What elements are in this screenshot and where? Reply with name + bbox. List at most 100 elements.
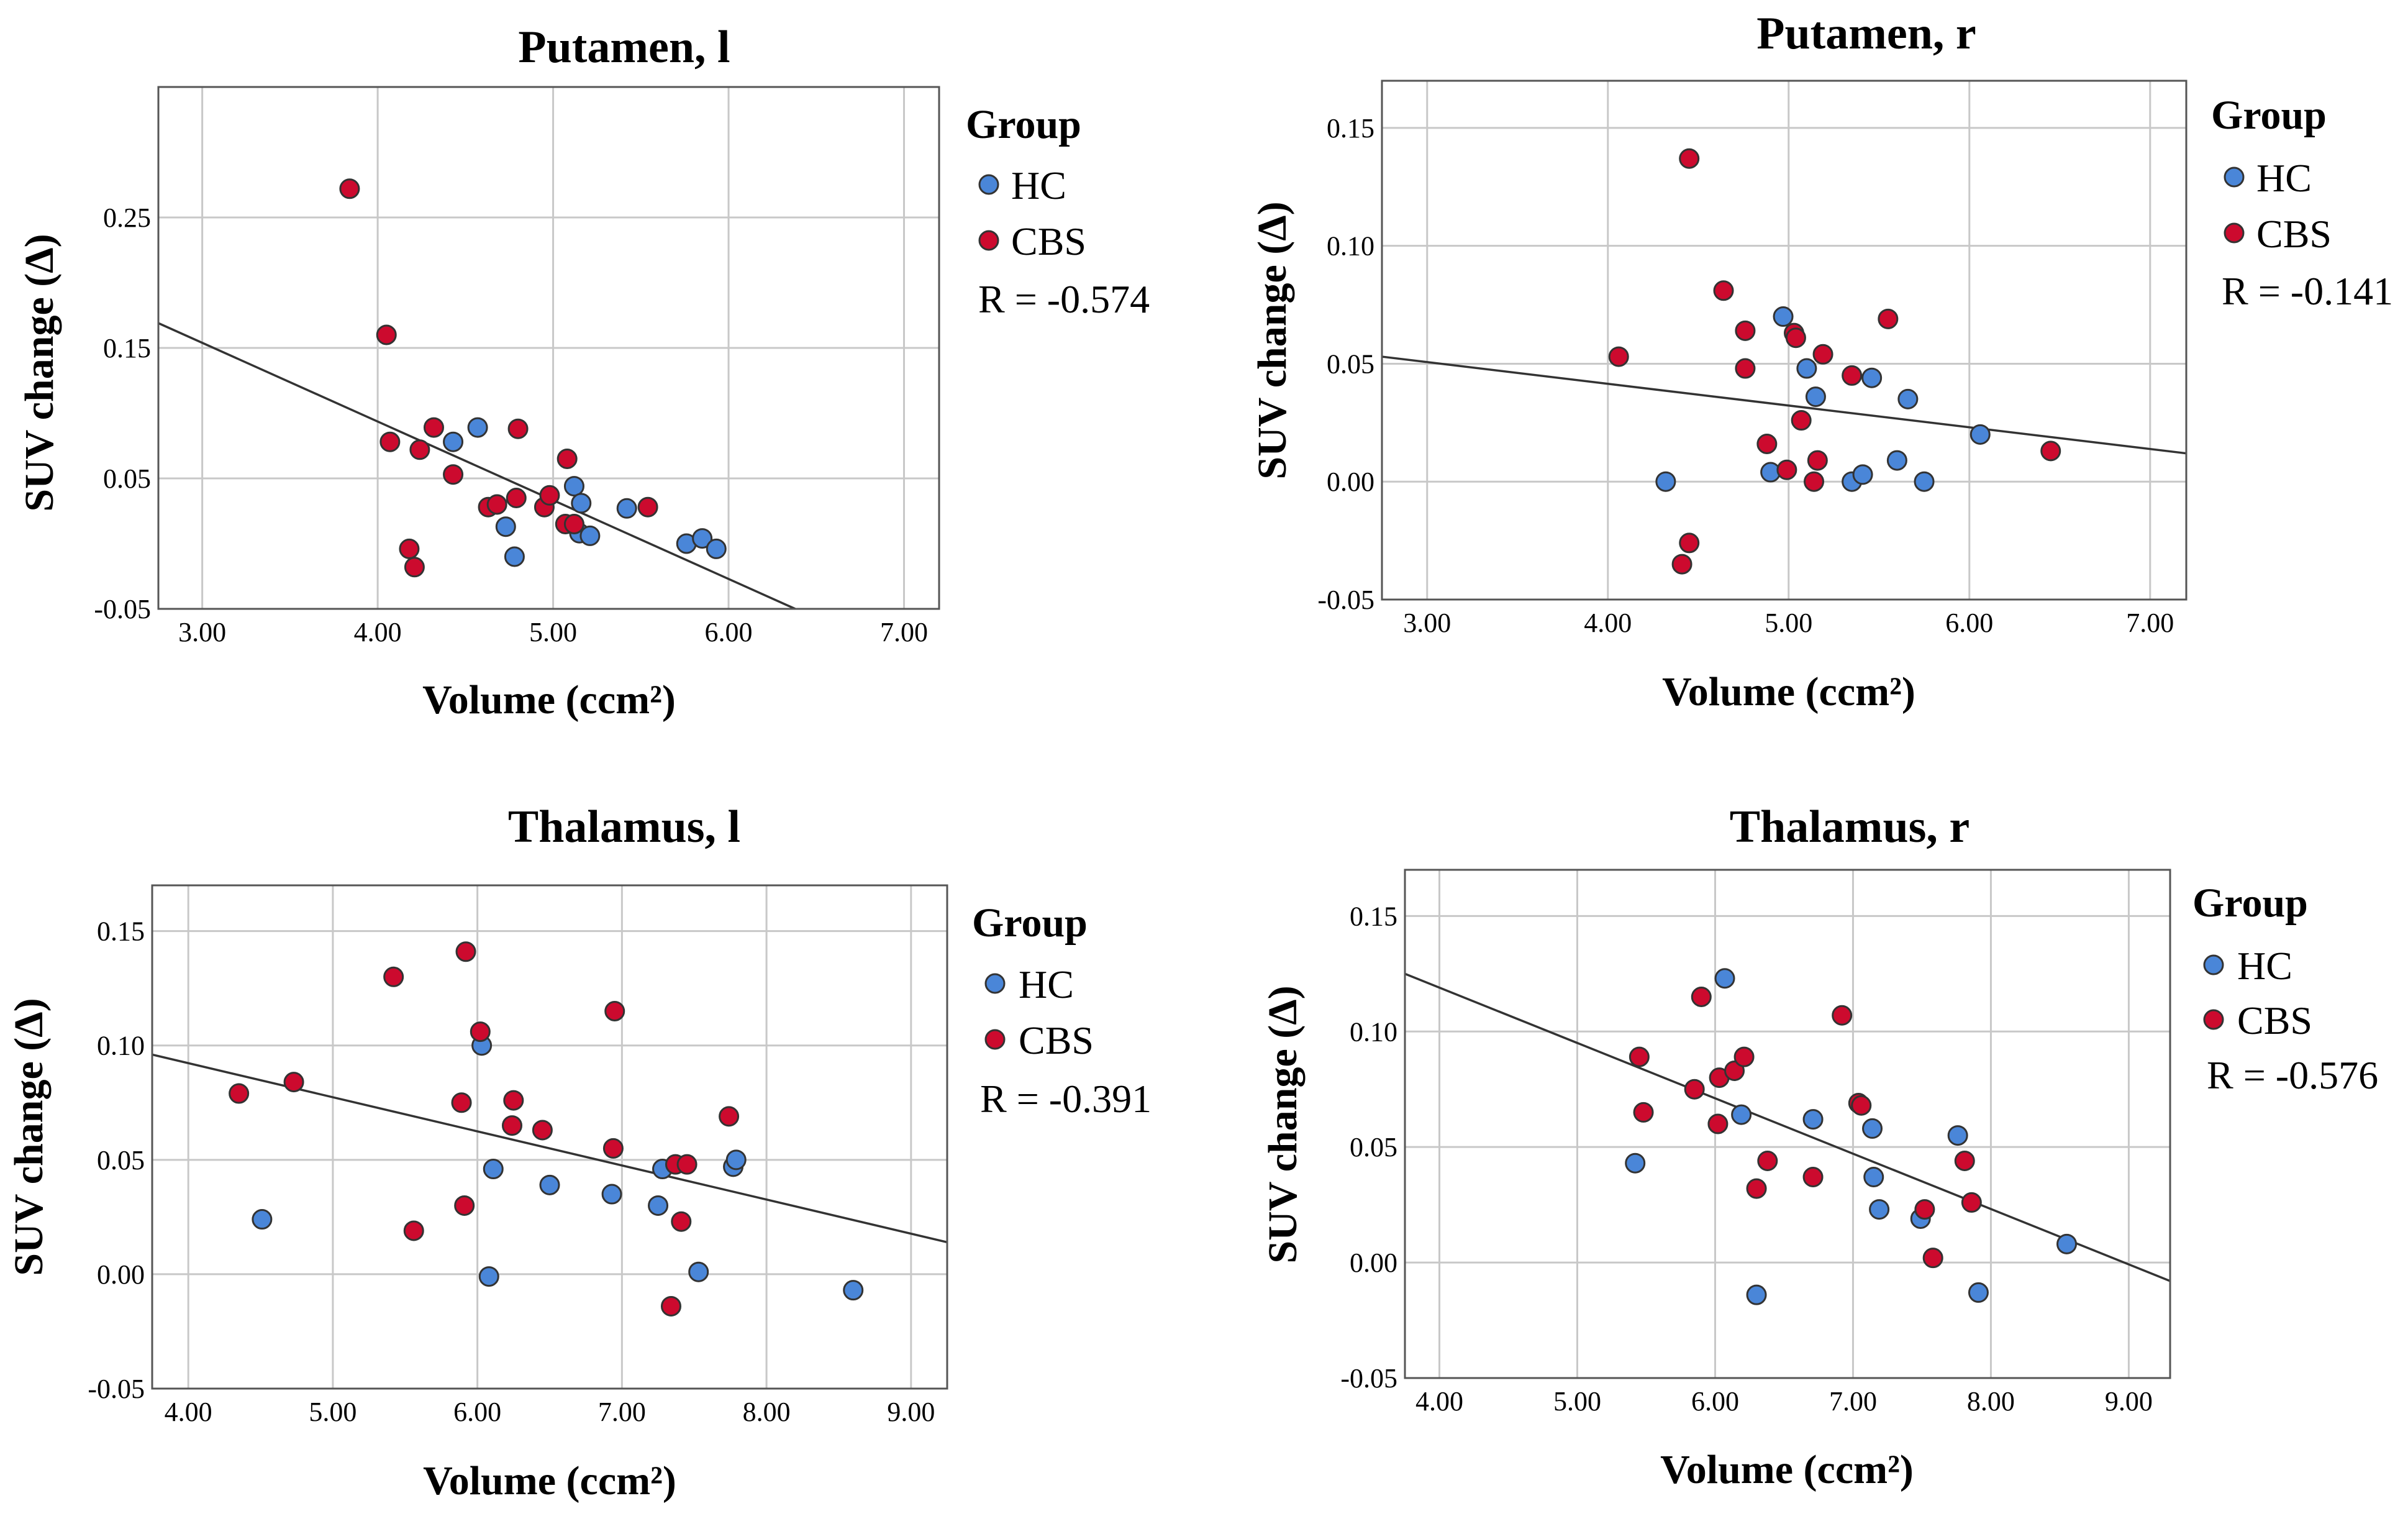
data-point-cbs — [283, 1072, 304, 1093]
data-point-hc — [252, 1209, 273, 1230]
x-tick-label: 4.00 — [1584, 608, 1632, 638]
data-point-hc — [1655, 471, 1676, 492]
y-axis-label: SUV change (Δ) — [1260, 985, 1306, 1263]
data-point-cbs — [1633, 1102, 1654, 1123]
legend-marker-hc — [2224, 167, 2245, 188]
data-point-cbs — [1724, 1060, 1745, 1081]
data-point-hc — [648, 1195, 669, 1216]
legend-entry-hc: HC — [2237, 944, 2292, 988]
data-point-hc — [571, 493, 592, 514]
y-tick-label: 0.10 — [1327, 231, 1374, 262]
x-tick-label: 7.00 — [598, 1397, 646, 1427]
data-point-hc — [601, 1184, 622, 1205]
y-tick-label: 0.00 — [1350, 1248, 1397, 1278]
data-point-cbs — [604, 1001, 625, 1021]
data-point-cbs — [676, 1154, 697, 1175]
data-point-cbs — [532, 1120, 553, 1141]
data-point-hc — [1869, 1199, 1890, 1220]
regression-line — [158, 322, 796, 610]
data-point-hc — [1714, 968, 1735, 989]
y-tick-label: 0.00 — [97, 1259, 145, 1290]
data-point-cbs — [1776, 459, 1797, 480]
data-point-cbs — [1878, 308, 1899, 329]
x-tick-label: 3.00 — [1403, 608, 1451, 638]
data-point-cbs — [1851, 1095, 1872, 1116]
y-tick-label: 0.15 — [1327, 113, 1374, 144]
data-point-hc — [1852, 464, 1873, 485]
x-tick-label: 6.00 — [1691, 1386, 1739, 1417]
data-point-hc — [1968, 1282, 1989, 1303]
regression-line — [1381, 355, 2187, 455]
data-point-hc — [706, 538, 727, 559]
data-point-cbs — [539, 485, 560, 506]
y-tick-label: -0.05 — [1317, 585, 1374, 615]
data-point-hc — [1863, 1167, 1884, 1188]
data-point-hc — [688, 1261, 709, 1282]
data-point-cbs — [383, 966, 404, 987]
legend-marker-cbs — [984, 1029, 1006, 1050]
panel-putamen-l: Putamen, l 3.00 4.00 5.00 6.00 7.00 -0.05 0.05… — [17, 22, 1150, 723]
data-point-hc — [1746, 1284, 1767, 1305]
data-point-hc — [1886, 450, 1907, 471]
plot-frame — [151, 884, 948, 1390]
data-point-cbs — [1733, 1046, 1755, 1067]
data-point-cbs — [1679, 148, 1700, 169]
legend-marker-hc — [984, 973, 1006, 994]
y-axis-label: SUV change (Δ) — [17, 234, 62, 511]
data-point-hc — [725, 1149, 747, 1171]
data-point-cbs — [1629, 1046, 1650, 1067]
data-point-cbs — [557, 449, 578, 469]
data-point-hc — [2056, 1233, 2078, 1254]
x-tick-label: 5.00 — [309, 1397, 357, 1427]
panel-putamen-r: Putamen, r 3.00 4.00 5.00 6.00 7.00 -0.05 0.00… — [1250, 8, 2393, 714]
data-point-cbs — [719, 1106, 740, 1127]
x-tick-label: 3.00 — [178, 617, 226, 647]
x-tick-label: 7.00 — [2126, 608, 2174, 638]
y-tick-label: 0.05 — [97, 1145, 145, 1175]
data-point-cbs — [409, 439, 430, 460]
y-tick-label: 0.05 — [103, 463, 151, 494]
x-axis-label: Volume (ccm²) — [1660, 1447, 1914, 1492]
legend-title: Group — [2211, 93, 2327, 138]
legend: Group HC CBS R = -0.391 — [972, 900, 1152, 1121]
legend: Group HC CBS R = -0.576 — [2192, 880, 2378, 1097]
data-point-cbs — [1785, 327, 1806, 349]
legend: Group HC CBS R = -0.141 — [2211, 93, 2393, 313]
data-point-cbs — [1807, 450, 1828, 471]
data-point-hc — [1773, 306, 1794, 327]
legend-marker-hc — [978, 174, 999, 195]
legend-entry-cbs: CBS — [2237, 998, 2312, 1043]
data-point-hc — [579, 525, 601, 546]
data-point-hc — [1970, 424, 1991, 445]
panel-thalamus-l: Thalamus, l 4.00 5.00 6.00 7.00 8.00 9.00 -0.0… — [6, 801, 1152, 1504]
data-point-cbs — [1671, 554, 1692, 575]
panel-thalamus-r: Thalamus, r 4.00 5.00 6.00 7.00 8.00 9.00 -0.0… — [1260, 801, 2378, 1492]
legend-title: Group — [966, 102, 1081, 147]
x-tick-label: 4.00 — [165, 1397, 212, 1427]
data-point-cbs — [1832, 1005, 1853, 1026]
legend-marker-cbs — [978, 230, 999, 251]
data-point-cbs — [1746, 1178, 1767, 1199]
y-tick-label: 0.00 — [1327, 467, 1374, 497]
data-point-cbs — [507, 418, 529, 439]
data-point-hc — [495, 516, 516, 537]
data-point-cbs — [1842, 365, 1863, 386]
data-point-cbs — [1756, 434, 1778, 454]
regression-line — [1404, 972, 2171, 1282]
data-point-cbs — [455, 941, 476, 962]
x-axis-label: Volume (ccm²) — [422, 677, 676, 723]
data-point-cbs — [2040, 440, 2061, 462]
data-point-cbs — [671, 1211, 692, 1232]
data-point-hc — [843, 1280, 864, 1301]
data-point-cbs — [1914, 1199, 1935, 1220]
data-point-cbs — [1791, 410, 1812, 431]
data-point-cbs — [1608, 346, 1629, 367]
y-tick-label: 0.10 — [1350, 1016, 1397, 1047]
data-point-hc — [563, 476, 584, 497]
chart-title: Thalamus, r — [1730, 801, 1970, 852]
x-tick-label: 8.00 — [743, 1397, 791, 1427]
data-point-cbs — [379, 431, 401, 452]
data-point-cbs — [637, 496, 658, 518]
correlation-r: R = -0.391 — [980, 1077, 1152, 1121]
data-point-hc — [1805, 386, 1826, 408]
